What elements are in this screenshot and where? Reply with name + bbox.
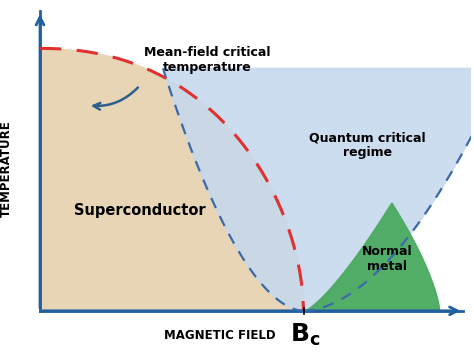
Text: Superconductor: Superconductor — [74, 203, 206, 219]
Text: MAGNETIC FIELD: MAGNETIC FIELD — [164, 329, 275, 342]
Text: Quantum critical
regime: Quantum critical regime — [309, 131, 426, 160]
Polygon shape — [163, 68, 474, 311]
Text: $\mathbf{B_c}$: $\mathbf{B_c}$ — [290, 322, 321, 348]
Text: Mean-field critical
temperature: Mean-field critical temperature — [145, 46, 271, 74]
Text: Normal
metal: Normal metal — [362, 245, 413, 274]
Text: TEMPERATURE: TEMPERATURE — [0, 120, 13, 217]
